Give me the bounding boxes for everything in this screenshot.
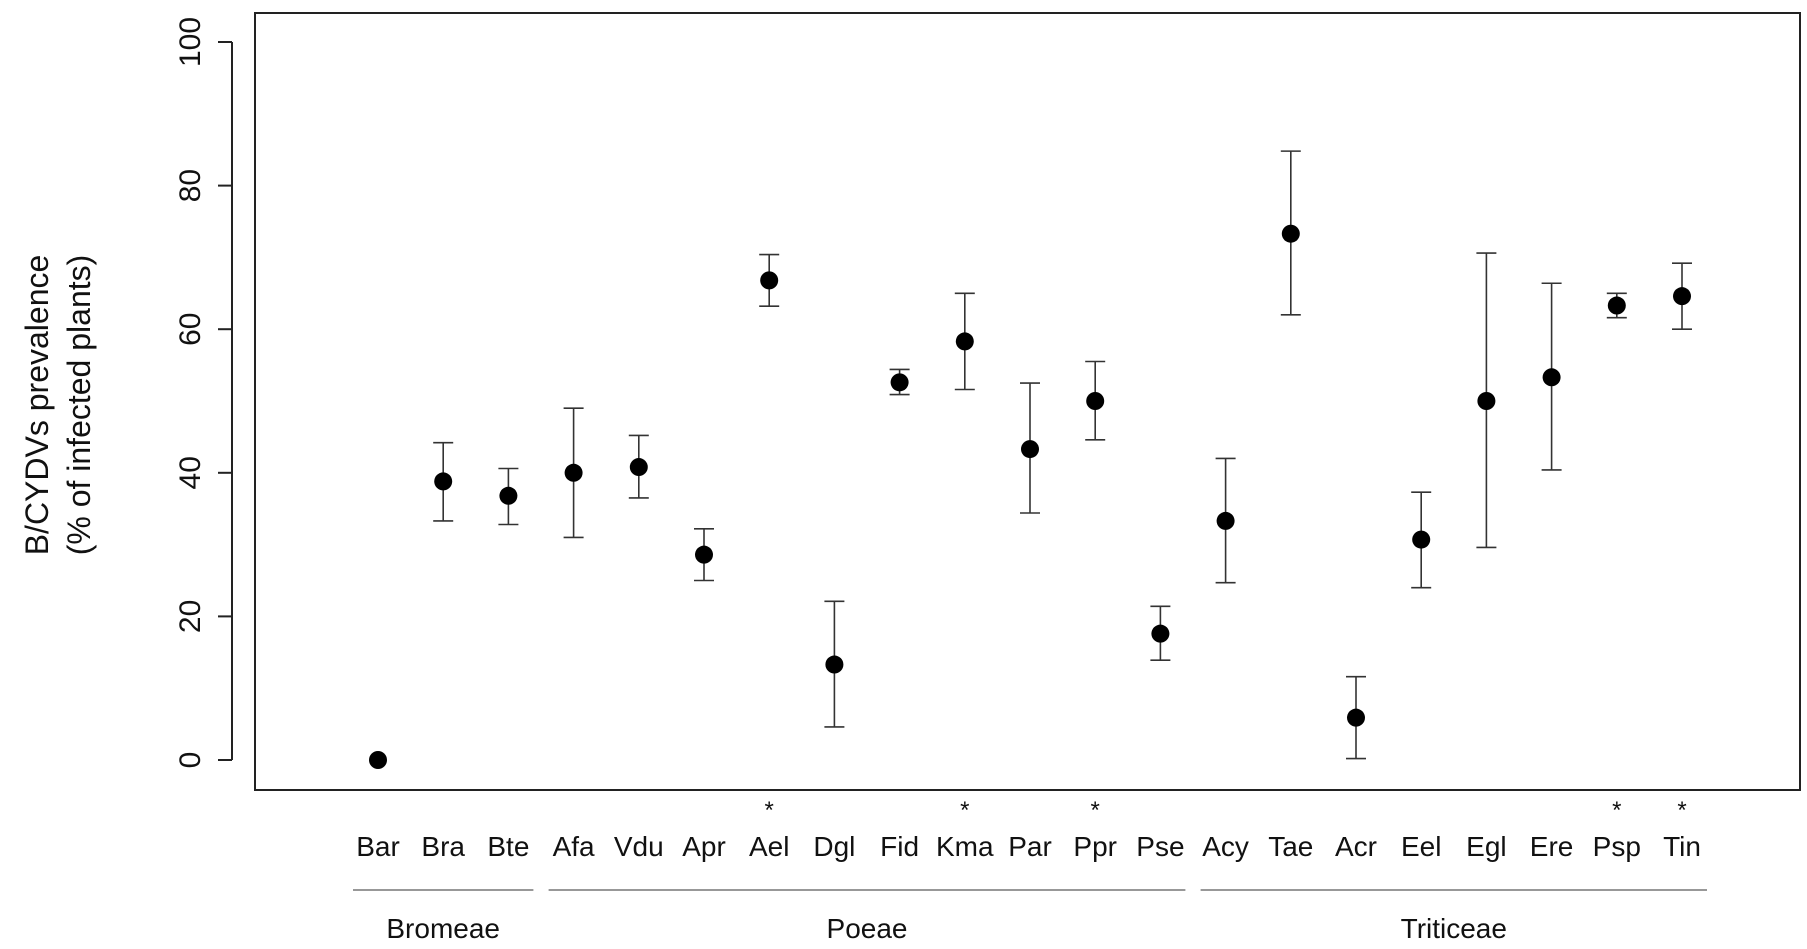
data-point [1477, 392, 1496, 410]
plot-frame [254, 12, 1801, 791]
y-tick-label: 100 [174, 17, 207, 67]
data-point [1673, 287, 1691, 306]
significance-marker: * [1612, 797, 1621, 824]
x-tick-label: Ppr [1073, 831, 1117, 862]
y-tick-label: 40 [174, 456, 207, 489]
x-tick-label: Fid [880, 831, 919, 862]
data-point [955, 332, 974, 351]
x-tick-label: Pse [1136, 831, 1184, 862]
x-tick-label: Eel [1401, 831, 1441, 862]
data-point [1281, 224, 1300, 243]
data-point [1607, 296, 1626, 315]
data-point [1086, 392, 1105, 410]
labels-layer: 0 20 40 60 80 100 B/CYDVs prevalence (% of infe… [19, 17, 1701, 944]
x-tick-label: Acr [1335, 831, 1377, 862]
data-point [760, 271, 779, 290]
data-point [890, 373, 909, 392]
x-tick-label: Ere [1530, 831, 1574, 862]
significance-marker: * [1091, 797, 1100, 824]
y-tick-label: 20 [174, 600, 207, 633]
data-point [1347, 708, 1365, 727]
data-point [1021, 440, 1039, 459]
data-point [1412, 530, 1431, 549]
y-tick-label: 0 [174, 752, 207, 769]
data-point [1542, 368, 1561, 387]
group-label: Poeae [827, 913, 908, 944]
x-tick-label: Ael [749, 831, 789, 862]
x-tick-label: Acy [1202, 831, 1249, 862]
y-axis-subtitle: (% of infected plants) [61, 255, 97, 556]
significance-marker: * [1677, 797, 1686, 824]
data-point [825, 655, 844, 674]
data-point [1216, 511, 1235, 530]
x-tick-label: Bar [356, 831, 400, 862]
data-point [695, 545, 713, 564]
significance-marker: * [960, 797, 969, 824]
axes-layer [218, 12, 1801, 891]
data-point [499, 486, 518, 505]
x-tick-label: Tae [1268, 831, 1313, 862]
x-tick-label: Kma [936, 831, 994, 862]
y-tick-label: 80 [174, 169, 207, 202]
group-label: Triticeae [1401, 913, 1507, 944]
group-label: Bromeae [386, 913, 500, 944]
x-tick-label: Psp [1593, 831, 1641, 862]
x-tick-label: Dgl [813, 831, 855, 862]
marks-layer [369, 150, 1692, 769]
x-tick-label: Par [1008, 831, 1052, 862]
x-tick-label: Bra [421, 831, 465, 862]
significance-marker: * [765, 797, 774, 824]
data-point [564, 463, 583, 482]
y-axis-title: B/CYDVs prevalence [19, 255, 55, 556]
y-tick-label: 60 [174, 313, 207, 346]
data-point [434, 472, 453, 491]
x-tick-label: Vdu [614, 831, 664, 862]
data-point [1151, 624, 1170, 643]
x-tick-label: Afa [553, 831, 595, 862]
data-point [629, 458, 648, 477]
x-tick-label: Apr [682, 831, 726, 862]
data-point [369, 751, 387, 769]
x-tick-label: Tin [1663, 831, 1701, 862]
x-tick-label: Egl [1466, 831, 1506, 862]
x-tick-label: Bte [487, 831, 529, 862]
